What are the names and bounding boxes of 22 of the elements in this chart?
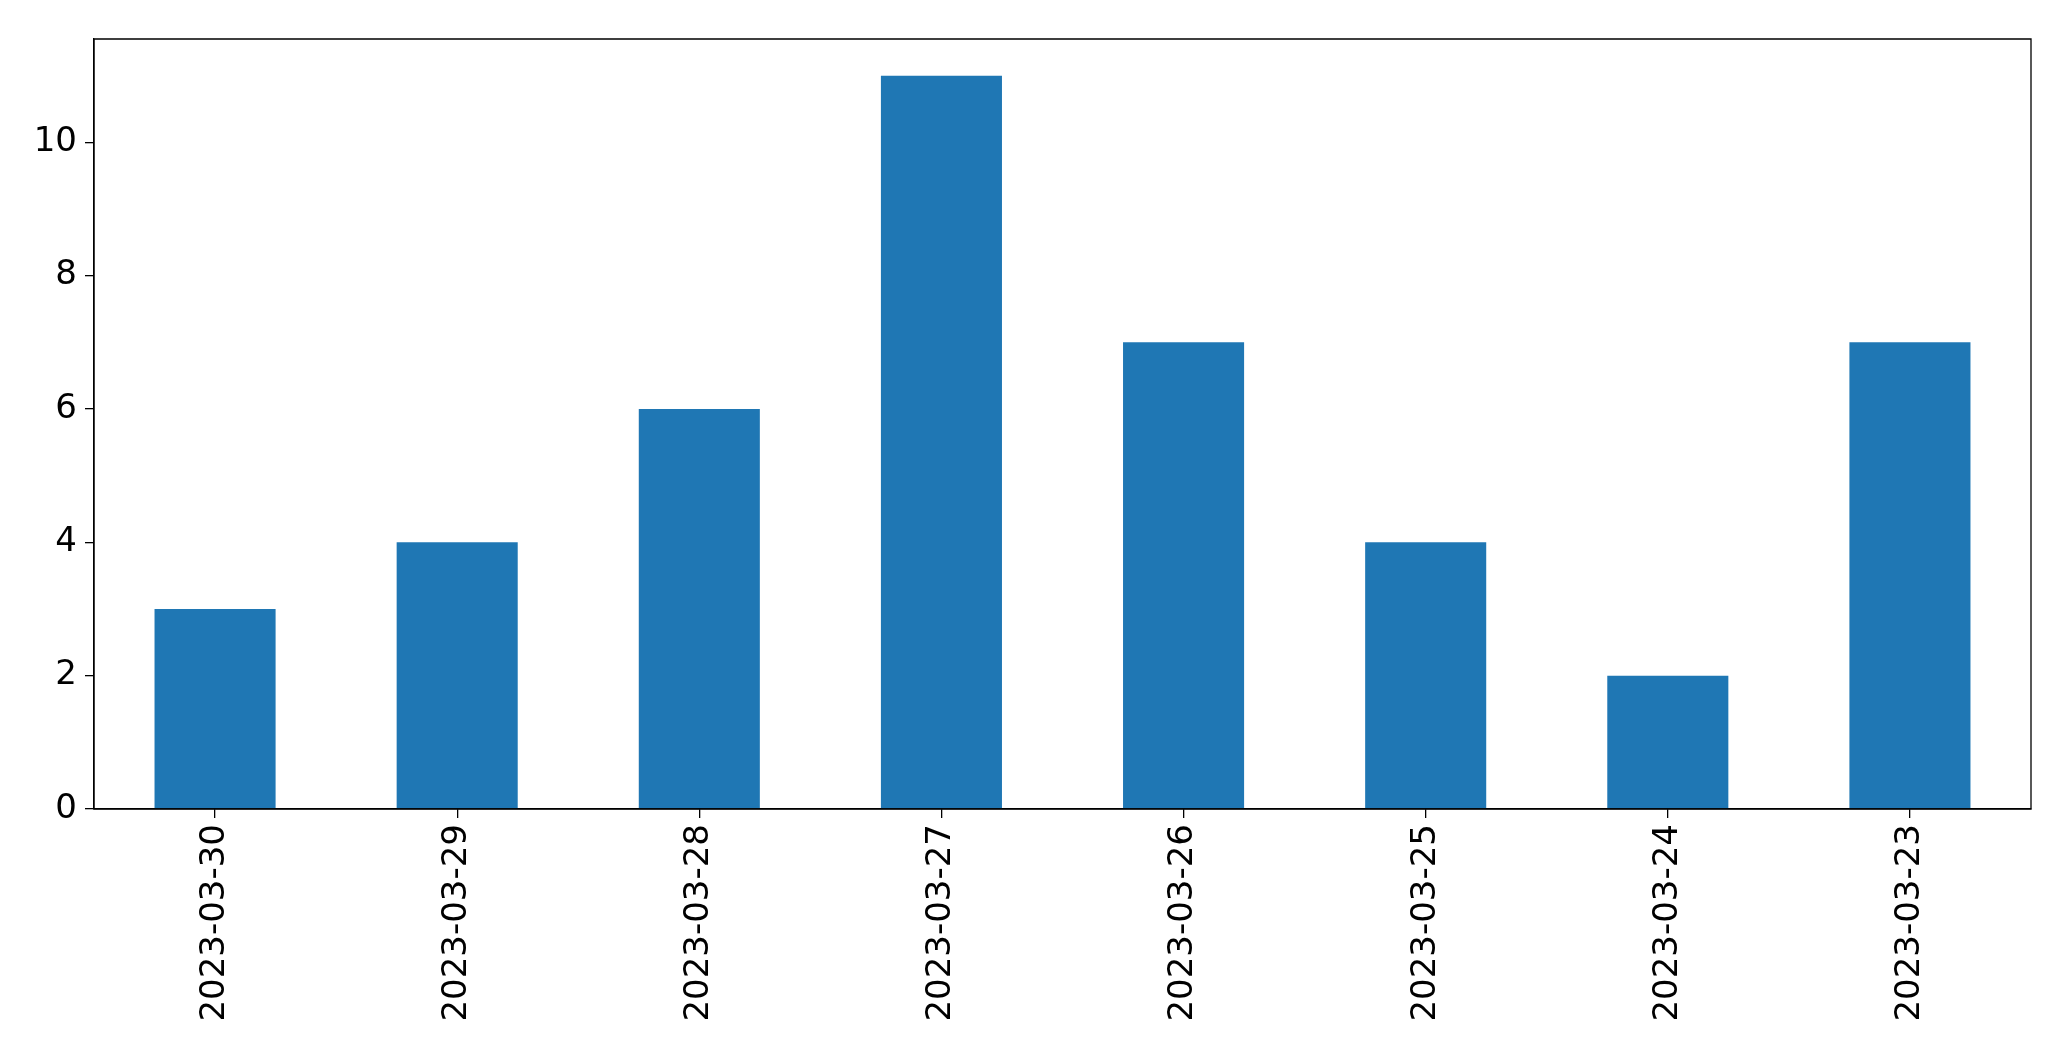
bar	[638, 409, 760, 809]
x-tick-label: 2023-03-28	[676, 824, 717, 1022]
y-tick-label: 4	[55, 519, 77, 560]
x-tick-label: 2023-03-23	[1886, 824, 1927, 1022]
bar	[1365, 542, 1487, 809]
y-tick-label: 2	[55, 652, 77, 693]
bar	[1123, 342, 1245, 809]
x-tick-label: 2023-03-25	[1402, 824, 1443, 1022]
bar	[1607, 675, 1729, 809]
bar	[154, 609, 276, 809]
y-tick-label: 0	[55, 785, 77, 826]
x-tick-label: 2023-03-26	[1160, 824, 1201, 1022]
bar	[1849, 342, 1971, 809]
y-tick-label: 8	[55, 252, 77, 293]
y-tick-label: 10	[33, 119, 77, 160]
x-tick-label: 2023-03-24	[1644, 824, 1685, 1022]
x-tick-label: 2023-03-27	[918, 824, 959, 1022]
x-tick-label: 2023-03-29	[434, 824, 475, 1022]
bar	[880, 75, 1002, 809]
y-tick-label: 6	[55, 385, 77, 426]
x-tick-label: 2023-03-30	[191, 824, 232, 1022]
bar	[396, 542, 518, 809]
